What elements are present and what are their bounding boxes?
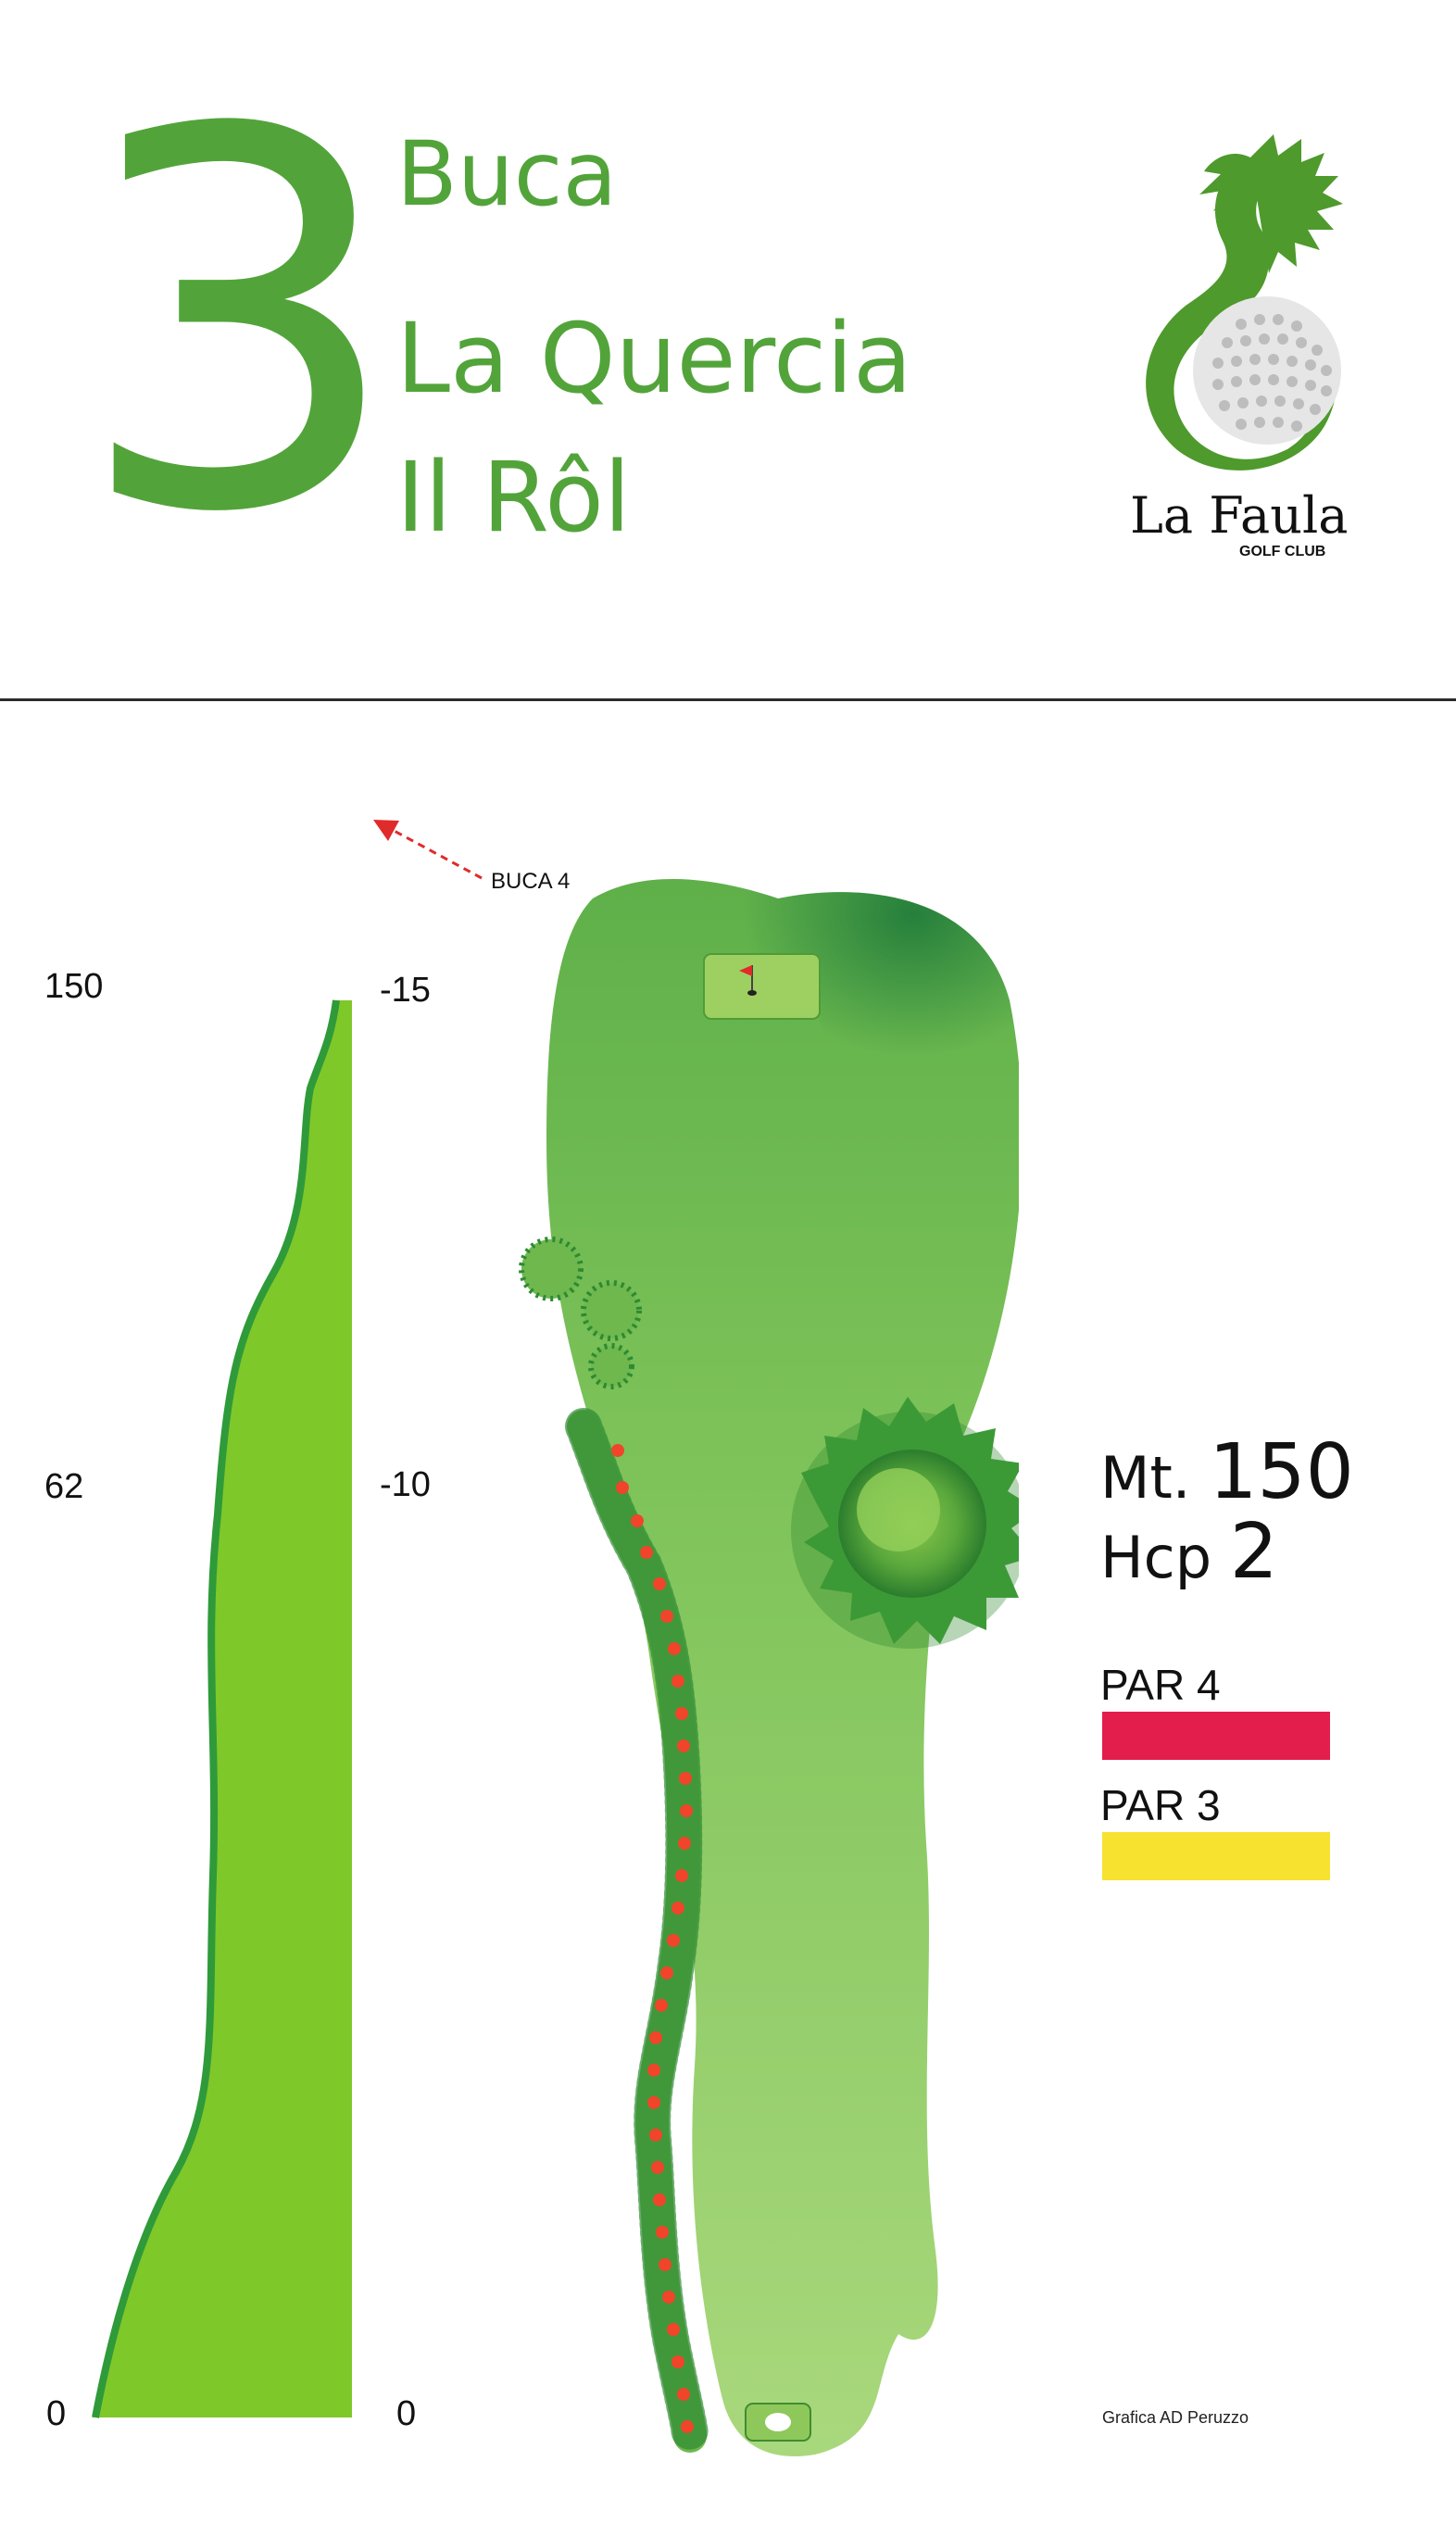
- left-axis-mid: 62: [44, 1467, 84, 1506]
- right-axis-top: -15: [380, 971, 431, 1010]
- handicap-info: Hcp 2: [1100, 1508, 1278, 1596]
- fairway: [546, 879, 1023, 2456]
- distance-info: Mt. 150: [1100, 1428, 1354, 1516]
- logo-brand: La Faula: [1130, 486, 1349, 545]
- dragon-golfball-icon: [1146, 134, 1343, 471]
- profile-area: [93, 1000, 352, 2417]
- hcp-prefix: Hcp: [1100, 1524, 1212, 1591]
- logo-subtitle: GOLF CLUB: [1239, 544, 1326, 559]
- flag-icon: [739, 965, 752, 976]
- elevation-profile: [88, 991, 366, 2427]
- right-axis-bottom: 0: [396, 2394, 417, 2433]
- left-axis-bottom: 0: [46, 2394, 67, 2433]
- par4-label: PAR 4: [1100, 1661, 1221, 1709]
- left-axis-top: 150: [44, 967, 104, 1006]
- next-hole-label: BUCA 4: [491, 869, 571, 894]
- distance-prefix: Mt.: [1100, 1444, 1191, 1512]
- hole-map: [482, 861, 1037, 2464]
- header-divider: [0, 698, 1456, 701]
- hole-local-name: Il Rôl: [396, 441, 631, 554]
- hole-label: Buca: [396, 122, 618, 226]
- green: [703, 953, 821, 1020]
- next-hole-arrow: [366, 815, 496, 894]
- distance-value: 150: [1209, 1428, 1354, 1516]
- par4-bar: [1102, 1712, 1330, 1760]
- hcp-value: 2: [1229, 1508, 1278, 1596]
- oak-tree: [791, 1397, 1037, 1649]
- credit: Grafica AD Peruzzo: [1102, 2408, 1249, 2427]
- bushes: [519, 1237, 642, 1389]
- par3-bar: [1102, 1832, 1330, 1880]
- hole-number: 3: [74, 22, 405, 626]
- right-axis-mid: -10: [380, 1465, 431, 1504]
- hole-name: La Quercia: [396, 302, 912, 415]
- club-logo: La Faula GOLF CLUB: [1111, 130, 1371, 574]
- profile-edge: [92, 999, 340, 2418]
- out-of-bounds-markers: [611, 1444, 694, 2433]
- par3-label: PAR 3: [1100, 1781, 1221, 1829]
- arrow-icon: [373, 820, 483, 880]
